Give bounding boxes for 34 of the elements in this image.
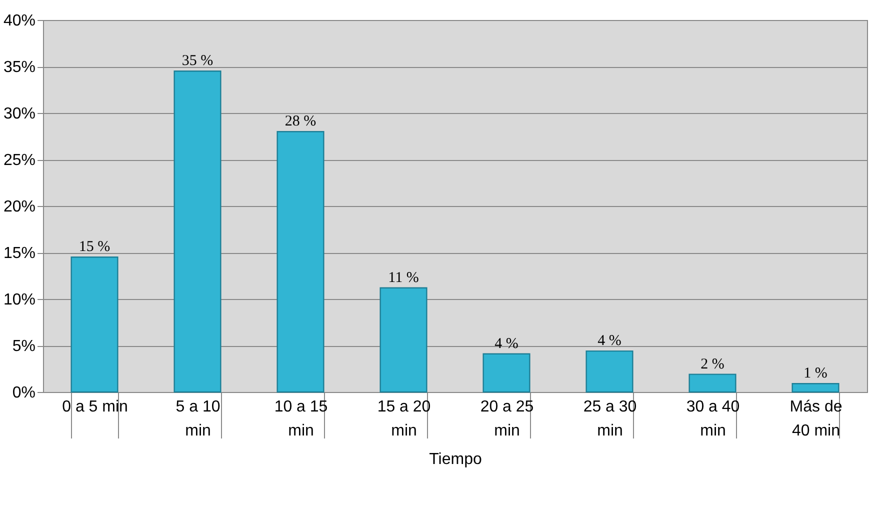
data-label: 1 % — [804, 366, 828, 382]
x-tick-label: Más de 40 min — [790, 398, 842, 440]
y-tick-label: 20% — [3, 198, 36, 216]
x-tick-label: 15 a 20 min — [377, 398, 431, 440]
data-label: 4 % — [598, 333, 622, 350]
bar — [586, 350, 634, 393]
x-tick-label: 30 a 40 min — [686, 398, 740, 440]
y-tick-label: 35% — [3, 59, 36, 76]
bar — [688, 374, 736, 393]
x-tick-label: 0 a 5 min — [62, 398, 128, 416]
data-label: 4 % — [494, 336, 518, 352]
data-label: 11 % — [388, 270, 419, 286]
data-label: 2 % — [700, 356, 724, 372]
y-tick-label: 25% — [3, 152, 36, 169]
y-tick-label: 15% — [3, 245, 36, 262]
y-tick-label: 10% — [3, 292, 36, 308]
data-label: 28 % — [284, 114, 316, 130]
y-tick-label: 5% — [12, 338, 36, 355]
bar — [70, 256, 118, 393]
x-tick-label: 25 a 30 min — [583, 398, 637, 440]
data-label: 35 % — [182, 53, 214, 70]
data-label: 15 % — [78, 239, 110, 256]
y-tick-label: 0% — [12, 384, 36, 402]
bar — [174, 70, 222, 393]
x-tick-label: 20 a 25 min — [480, 398, 534, 440]
x-tick-label: 5 a 10 min — [176, 398, 220, 440]
bar — [276, 131, 324, 393]
bar — [482, 353, 530, 393]
x-axis-title: Tiempo — [429, 451, 482, 468]
bar — [792, 383, 840, 393]
bar — [380, 287, 428, 393]
y-tick-label: 30% — [3, 106, 36, 122]
y-tick-label: 40% — [3, 12, 36, 30]
x-tick-label: 10 a 15 min — [274, 398, 328, 440]
